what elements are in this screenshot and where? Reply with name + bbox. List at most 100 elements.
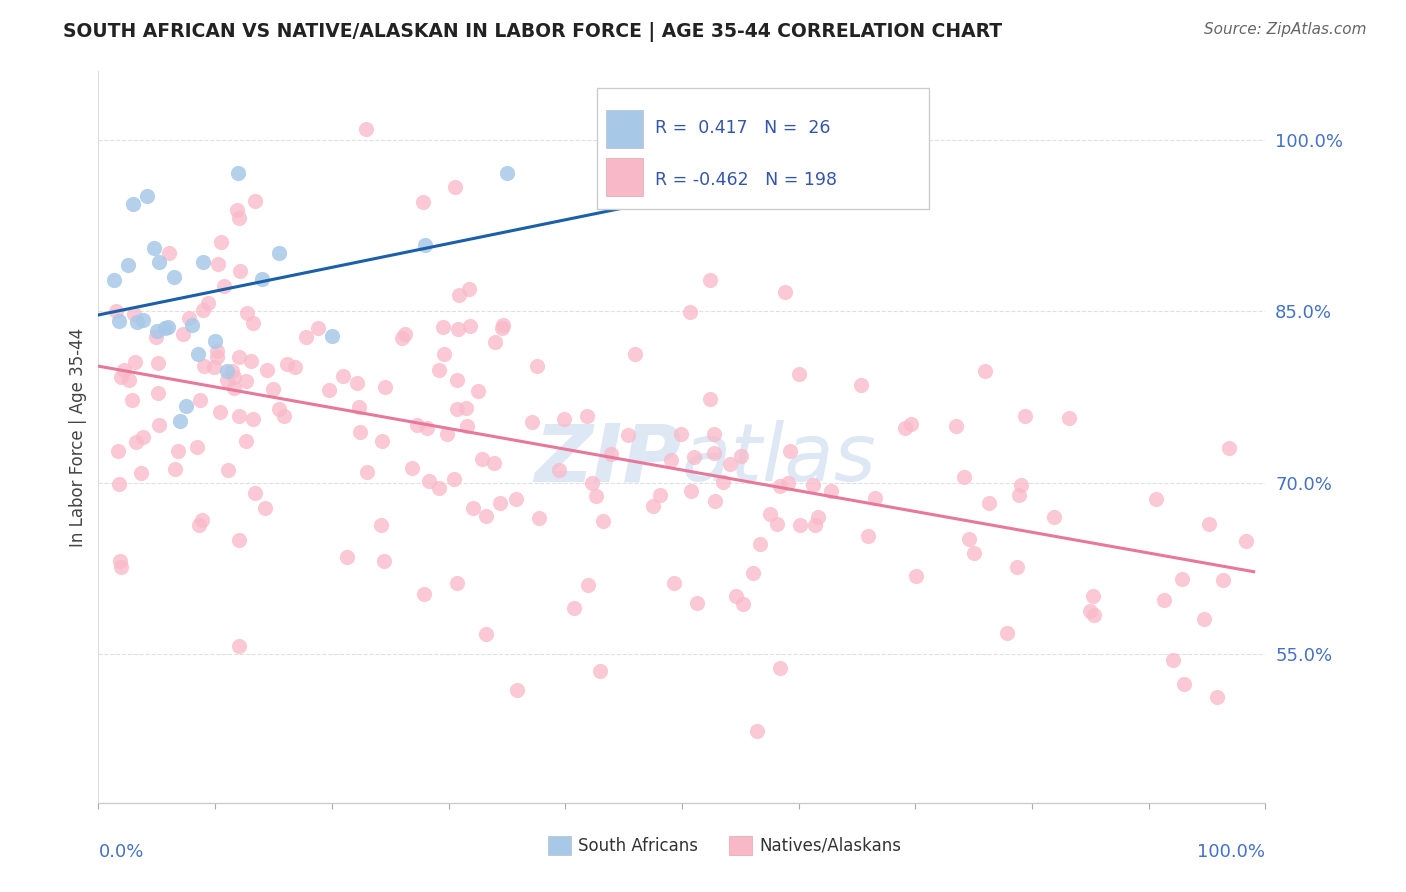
Point: [108, 554, 131, 568]
Point: [807, 510, 830, 524]
Point: [1014, 409, 1036, 423]
Point: [132, 313, 155, 327]
Point: [458, 282, 481, 296]
Point: [107, 443, 129, 458]
Point: [427, 363, 450, 377]
Point: [492, 318, 515, 332]
Point: [578, 578, 600, 592]
FancyBboxPatch shape: [606, 158, 644, 195]
Point: [318, 383, 340, 397]
Point: [193, 255, 215, 269]
Point: [336, 549, 359, 564]
Point: [125, 435, 148, 450]
Point: [163, 462, 186, 476]
Point: [346, 376, 368, 390]
Point: [217, 462, 239, 476]
Point: [253, 501, 276, 516]
Point: [228, 409, 250, 424]
Point: [412, 587, 434, 601]
Point: [204, 334, 226, 348]
Point: [157, 319, 180, 334]
Point: [145, 330, 167, 344]
Point: [963, 546, 986, 560]
Point: [187, 347, 209, 361]
Point: [146, 324, 169, 338]
Point: [454, 401, 477, 416]
Point: [269, 401, 291, 416]
Point: [374, 380, 396, 394]
Point: [553, 412, 575, 426]
Point: [475, 509, 498, 524]
Point: [650, 488, 672, 502]
Point: [224, 369, 246, 384]
Point: [110, 370, 132, 384]
Point: [703, 427, 725, 442]
Point: [787, 367, 810, 381]
Point: [576, 409, 599, 424]
Point: [122, 197, 145, 211]
Text: South Africans: South Africans: [578, 837, 697, 855]
Point: [242, 412, 264, 426]
Point: [467, 384, 489, 398]
Point: [444, 180, 467, 194]
Point: [769, 479, 792, 493]
Point: [354, 121, 377, 136]
Point: [228, 533, 250, 547]
Point: [1198, 517, 1220, 532]
Point: [475, 627, 498, 641]
Point: [446, 373, 468, 387]
Point: [188, 392, 211, 407]
Point: [112, 362, 135, 376]
Point: [724, 589, 747, 603]
Text: ZIP: ZIP: [534, 420, 682, 498]
Point: [730, 449, 752, 463]
Point: [471, 451, 494, 466]
Point: [148, 385, 170, 400]
Point: [718, 457, 741, 471]
Point: [163, 270, 186, 285]
Point: [529, 511, 551, 525]
Point: [801, 478, 824, 492]
Point: [188, 518, 211, 533]
Point: [371, 434, 394, 448]
Point: [1212, 573, 1234, 587]
Point: [125, 315, 148, 329]
Point: [172, 326, 194, 341]
Point: [250, 272, 273, 286]
Point: [1010, 477, 1032, 491]
Point: [136, 189, 159, 203]
Point: [191, 303, 214, 318]
Point: [108, 314, 131, 328]
Point: [974, 363, 997, 377]
Point: [1206, 690, 1229, 704]
Point: [945, 419, 967, 434]
Point: [1057, 411, 1080, 425]
Point: [863, 491, 886, 505]
Point: [108, 477, 131, 491]
Point: [592, 514, 614, 528]
Point: [148, 255, 170, 269]
Point: [269, 246, 291, 260]
Point: [205, 344, 228, 359]
Point: [169, 414, 191, 428]
Point: [957, 533, 980, 547]
Point: [617, 428, 640, 442]
Point: [703, 494, 725, 508]
Point: [702, 446, 724, 460]
Point: [669, 427, 692, 442]
Point: [505, 492, 527, 507]
Point: [413, 238, 436, 252]
Point: [789, 518, 811, 533]
Point: [447, 321, 470, 335]
Point: [773, 285, 796, 299]
Point: [240, 353, 263, 368]
Point: [124, 355, 146, 369]
Point: [461, 500, 484, 515]
Text: Source: ZipAtlas.com: Source: ZipAtlas.com: [1204, 22, 1367, 37]
Point: [146, 356, 169, 370]
Point: [1042, 510, 1064, 524]
Point: [418, 474, 440, 488]
FancyBboxPatch shape: [596, 88, 929, 209]
Point: [121, 393, 143, 408]
Point: [391, 331, 413, 345]
